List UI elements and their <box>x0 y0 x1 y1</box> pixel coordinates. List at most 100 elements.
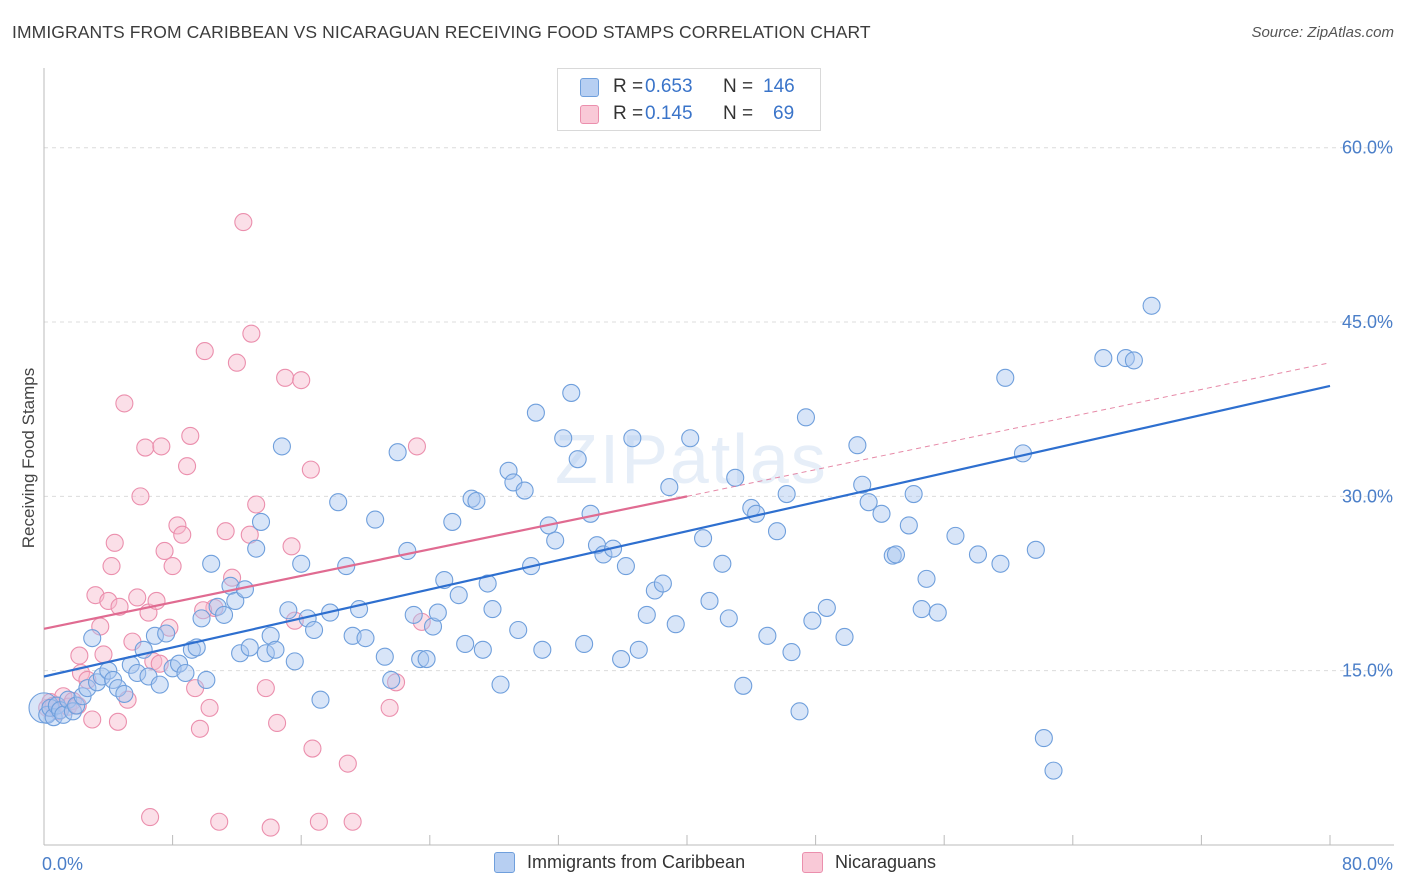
nicaraguans-point <box>276 368 295 387</box>
caribbean-point <box>758 626 777 645</box>
caribbean-point <box>356 629 375 648</box>
nicaraguans-point <box>163 557 182 576</box>
caribbean-point <box>968 545 988 564</box>
nicaraguans-point <box>168 516 187 535</box>
caribbean-point <box>767 522 787 541</box>
caribbean-point <box>366 510 385 529</box>
nicaraguans-point <box>234 213 253 232</box>
caribbean-point <box>311 690 330 709</box>
caribbean-point <box>1124 351 1143 370</box>
caribbean-point <box>803 611 822 630</box>
caribbean-point <box>388 443 407 462</box>
caribbean-point <box>202 554 221 573</box>
caribbean-point <box>562 383 581 402</box>
nicaraguans-point <box>178 457 197 476</box>
caribbean-point <box>1142 296 1161 315</box>
nicaraguans-point <box>136 438 155 457</box>
nicaraguans-point <box>128 588 147 607</box>
nicaraguans-point <box>190 719 209 738</box>
source-label: Source: ZipAtlas.com <box>1251 24 1394 41</box>
caribbean-point <box>214 605 234 624</box>
legend-r-value: 0.653 <box>645 76 693 97</box>
caribbean-point <box>87 673 107 692</box>
nicaraguans-point <box>242 324 261 343</box>
caribbean-point <box>575 634 594 654</box>
nicaraguans-point <box>118 690 137 709</box>
caribbean-point <box>478 574 497 593</box>
caribbean-point <box>637 605 656 624</box>
nicaraguans-point <box>155 541 174 561</box>
y-tick-label: 15.0% <box>1342 661 1393 681</box>
caribbean-point <box>329 493 348 512</box>
caribbean-point <box>1094 349 1113 368</box>
caribbean-point <box>197 670 216 690</box>
caribbean-point <box>473 640 492 659</box>
caribbean-point <box>817 598 836 617</box>
caribbean-point <box>872 504 891 523</box>
caribbean-point <box>928 603 947 622</box>
caribbean-point <box>375 647 394 666</box>
caribbean-point <box>853 475 872 494</box>
nicaraguans-point <box>386 673 406 692</box>
caribbean-point <box>428 603 447 622</box>
caribbean-point <box>83 629 102 648</box>
caribbean-point <box>483 600 502 619</box>
caribbean-point <box>240 638 259 657</box>
caribbean-point <box>616 557 635 576</box>
nicaraguans-point <box>131 487 150 506</box>
nicaraguans-point <box>282 537 301 556</box>
caribbean-point <box>145 626 164 645</box>
nicaraguans-point <box>407 437 426 456</box>
correlation-legend: R = 0.653 N = 146 R = 0.145 N = 69 <box>557 68 821 131</box>
caribbean-point <box>192 609 211 628</box>
caribbean-point <box>719 609 738 628</box>
caribbean-point <box>491 675 510 694</box>
nicaraguans-point <box>181 426 200 445</box>
caribbean-point <box>285 652 304 671</box>
nicaraguans-point <box>152 437 171 456</box>
caribbean-point <box>226 591 245 611</box>
x-tick-label: 80.0% <box>1342 854 1393 874</box>
caribbean-point <box>917 569 936 588</box>
caribbean-point <box>423 617 443 636</box>
caribbean-point <box>231 644 250 663</box>
caribbean-point <box>266 640 285 659</box>
caribbean-point <box>848 436 867 455</box>
chart-title: IMMIGRANTS FROM CARIBBEAN VS NICARAGUAN … <box>12 22 871 42</box>
y-tick-label: 30.0% <box>1342 486 1393 506</box>
nicaraguans-point <box>309 812 328 831</box>
nicaraguans-point <box>94 645 113 664</box>
caribbean-point <box>653 574 672 593</box>
caribbean-point <box>261 626 280 645</box>
nicaraguans-point <box>105 533 124 552</box>
caribbean-point <box>256 644 275 663</box>
nicaraguans-point <box>261 818 280 837</box>
caribbean-trendline <box>43 384 1331 678</box>
legend-row-nicaraguans: R = 0.145 N = 69 <box>580 102 794 126</box>
nicaraguans-point <box>256 679 275 698</box>
nicaraguans-point <box>102 557 121 576</box>
caribbean-point <box>467 491 486 511</box>
caribbean-point <box>554 429 573 448</box>
caribbean-point <box>700 591 719 611</box>
bottom-legend-label-caribbean: Immigrants from Caribbean <box>527 852 746 872</box>
caribbean-point <box>734 676 753 695</box>
nicaraguans-point <box>268 713 287 733</box>
caribbean-point <box>279 601 298 620</box>
legend-swatch-caribbean <box>580 77 599 97</box>
caribbean-point <box>859 493 878 512</box>
caribbean-point <box>499 461 518 480</box>
nicaraguans-point <box>200 698 219 717</box>
caribbean-point <box>305 620 324 640</box>
watermark-zip: ZIP <box>555 420 670 498</box>
nicaraguans-point <box>160 618 179 637</box>
nicaraguans-point <box>247 495 266 514</box>
caribbean-point <box>292 554 311 573</box>
caribbean-point <box>182 640 201 659</box>
caribbean-point <box>660 478 679 497</box>
nicaraguans-point <box>173 525 192 544</box>
caribbean-point <box>150 675 169 694</box>
caribbean-point <box>251 512 271 531</box>
nicaraguans-point <box>108 712 127 731</box>
caribbean-point <box>176 663 195 683</box>
